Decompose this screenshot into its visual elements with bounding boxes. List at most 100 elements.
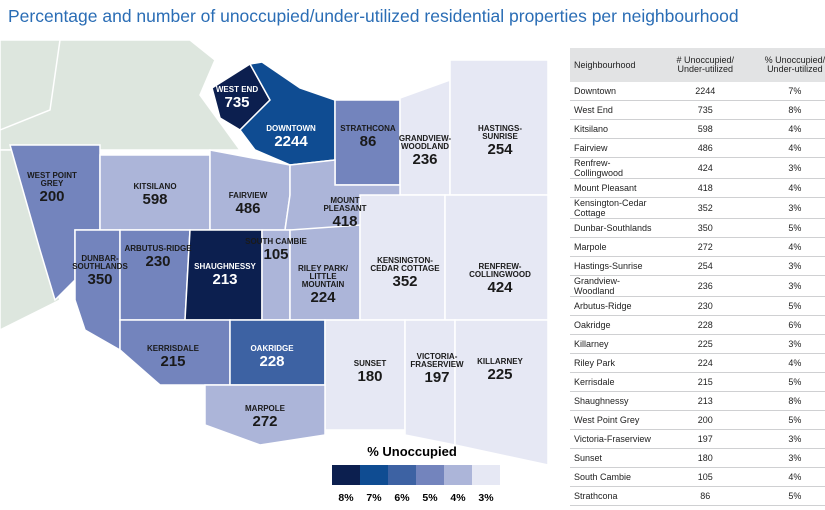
- table-row: Downtown 2244 7%: [570, 82, 825, 101]
- cell-neighbourhood: West End: [570, 100, 661, 120]
- region-label-hastings-sunrise: HASTINGS-SUNRISE 254: [465, 124, 535, 158]
- header-count: # Unoccupied/ Under-utilized: [660, 48, 750, 82]
- region-label-riley-park-little-mountain: RILEY PARK/ LITTLE MOUNTAIN 224: [288, 265, 358, 306]
- region-marpole: [204, 384, 326, 446]
- region-label-mount-pleasant: MOUNT PLEASANT 418: [310, 197, 380, 230]
- region-count: 418: [332, 213, 358, 230]
- cell-neighbourhood: Downtown: [570, 82, 661, 101]
- page-title: Percentage and number of unoccupied/unde…: [8, 6, 739, 26]
- legend-swatch: [416, 465, 444, 485]
- table-row: Marpole 272 4%: [570, 237, 825, 257]
- region-name: FAIRVIEW: [228, 191, 268, 200]
- region-count: 200: [39, 188, 65, 205]
- cell-neighbourhood: West Point Grey: [570, 410, 661, 430]
- region-count: 735: [224, 94, 250, 111]
- region-name: OAKRIDGE: [250, 344, 294, 353]
- region-count: 486: [235, 200, 261, 217]
- table-row: Sunset 180 3%: [570, 448, 825, 468]
- cell-percent: 6%: [749, 315, 825, 335]
- region-count: 224: [310, 289, 336, 306]
- table-row: Victoria-Fraserview 197 3%: [570, 429, 825, 449]
- cell-percent: 4%: [749, 237, 825, 257]
- legend-swatch: [360, 465, 388, 485]
- region-count: 236: [412, 151, 438, 168]
- cell-percent: 4%: [749, 467, 825, 487]
- cell-count: 224: [660, 353, 750, 373]
- region-name: KITSILANO: [133, 182, 177, 191]
- cell-neighbourhood: South Cambie: [570, 467, 661, 487]
- region-count: 86: [359, 133, 377, 150]
- region-dunbar-southlands: [74, 229, 121, 352]
- region-name: SUNSET: [353, 359, 387, 368]
- cell-percent: 5%: [749, 218, 825, 238]
- region-count: 228: [259, 353, 285, 370]
- cell-percent: 4%: [749, 353, 825, 373]
- region-label-killarney: KILLARNEY 225: [477, 358, 523, 383]
- region-name: KERRISDALE: [146, 344, 200, 353]
- region-name: WEST END: [215, 85, 259, 94]
- cell-neighbourhood: Renfrew-Collingwood: [570, 157, 661, 179]
- cell-percent: 3%: [749, 429, 825, 449]
- region-label-dunbar-southlands: DUNBAR-SOUTHLANDS 350: [65, 255, 135, 288]
- cell-count: 418: [660, 178, 750, 198]
- cell-neighbourhood: Dunbar-Southlands: [570, 218, 661, 238]
- table-row: Strathcona 86 5%: [570, 486, 825, 506]
- cell-neighbourhood: Grandview-Woodland: [570, 275, 661, 297]
- table-row: Grandview-Woodland 236 3%: [570, 275, 825, 297]
- cell-count: 230: [660, 296, 750, 316]
- cell-neighbourhood: Kitsilano: [570, 119, 661, 139]
- cell-neighbourhood: Sunset: [570, 448, 661, 468]
- table-row: Fairview 486 4%: [570, 138, 825, 158]
- cell-count: 86: [660, 486, 750, 506]
- region-label-arbutus-ridge: ARBUTUS-RIDGE 230: [124, 244, 192, 270]
- legend-label: 5%: [422, 492, 438, 504]
- cell-count: 486: [660, 138, 750, 158]
- cell-count: 352: [660, 197, 750, 219]
- table-row: Kensington-Cedar Cottage 352 3%: [570, 197, 825, 219]
- region-label-oakridge: OAKRIDGE 228: [250, 344, 294, 370]
- legend-title: % Unoccupied: [367, 444, 457, 459]
- cell-percent: 5%: [749, 486, 825, 506]
- region-name: HASTINGS-SUNRISE: [478, 124, 522, 141]
- legend-labels: 8% 7% 6% 5% 4% 3%: [332, 492, 500, 504]
- cell-percent: 4%: [749, 178, 825, 198]
- table-row: South Cambie 105 4%: [570, 467, 825, 487]
- cell-percent: 5%: [749, 410, 825, 430]
- cell-percent: 5%: [749, 372, 825, 392]
- region-killarney: [454, 319, 549, 466]
- table-row: Oakridge 228 6%: [570, 315, 825, 335]
- legend-label: 8%: [338, 492, 354, 504]
- cell-percent: 8%: [749, 391, 825, 411]
- region-label-west-end: WEST END 735: [215, 85, 259, 111]
- cell-count: 598: [660, 119, 750, 139]
- cell-percent: 3%: [749, 334, 825, 354]
- legend: % Unoccupied 8% 7% 6% 5% 4% 3%: [332, 444, 500, 504]
- legend-label: 3%: [478, 492, 494, 504]
- legend-swatch: [388, 465, 416, 485]
- region-downtown: [239, 61, 336, 166]
- header-percent: % Unoccupied/ Under-utilized: [749, 48, 825, 82]
- cell-neighbourhood: Hastings-Sunrise: [570, 256, 661, 276]
- cell-count: 105: [660, 467, 750, 487]
- cell-percent: 3%: [749, 448, 825, 468]
- region-label-fairview: FAIRVIEW 486: [228, 191, 268, 217]
- cell-percent: 8%: [749, 100, 825, 120]
- cell-count: 2244: [660, 82, 750, 101]
- region-name: MARPOLE: [245, 404, 285, 413]
- region-kerrisdale: [119, 319, 231, 386]
- region-fairview: [209, 149, 291, 231]
- cell-count: 350: [660, 218, 750, 238]
- region-label-kensington-cedar-cottage: KENSINGTON-CEDAR COTTAGE 352: [370, 257, 440, 290]
- region-count: 215: [160, 353, 186, 370]
- region-name: RENFREW-COLLINGWOOD: [469, 262, 531, 279]
- cell-percent: 4%: [749, 138, 825, 158]
- legend-swatch: [472, 465, 500, 485]
- region-count: 230: [145, 253, 171, 270]
- land-nw: [0, 39, 61, 131]
- region-label-strathcona: STRATHCONA 86: [340, 125, 395, 150]
- region-count: 2244: [274, 133, 308, 150]
- cell-count: 254: [660, 256, 750, 276]
- cell-count: 213: [660, 391, 750, 411]
- cell-neighbourhood: Fairview: [570, 138, 661, 158]
- region-name: ARBUTUS-RIDGE: [124, 244, 192, 253]
